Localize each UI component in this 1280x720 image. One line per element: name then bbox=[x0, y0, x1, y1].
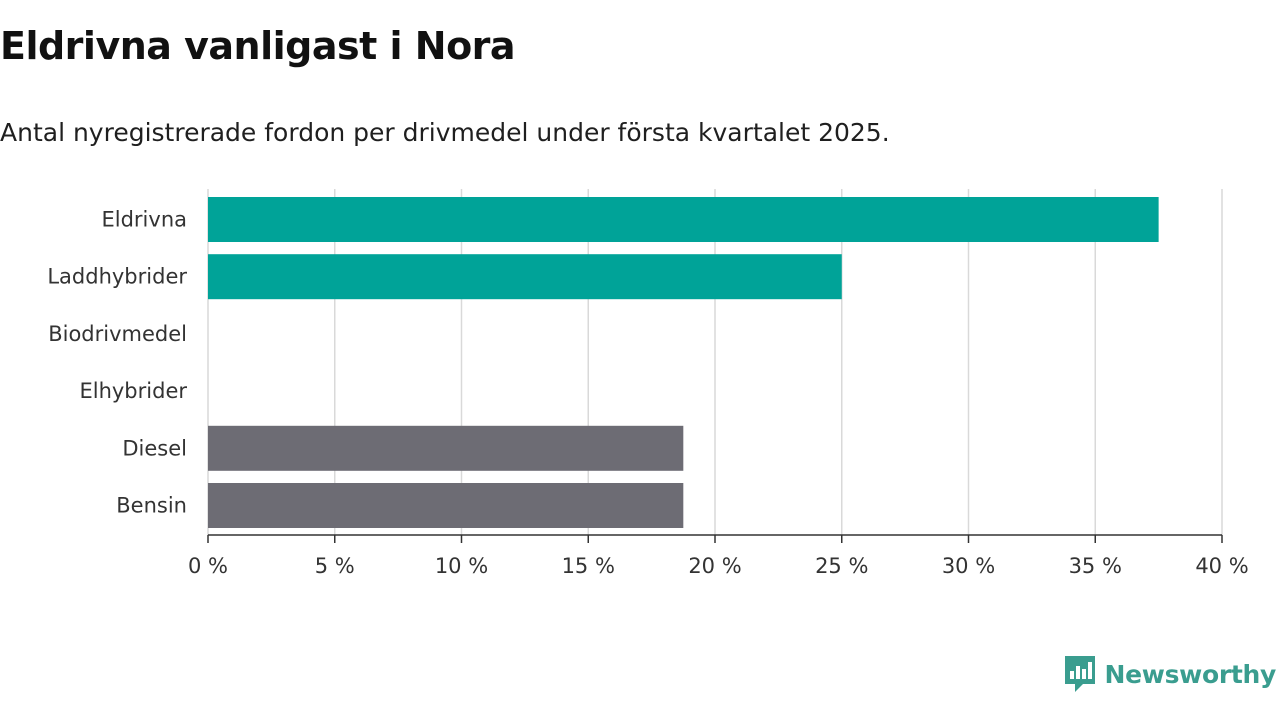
category-label-elhybrider: Elhybrider bbox=[79, 379, 187, 403]
gridlines bbox=[207, 189, 1223, 535]
x-tick-label: 25 % bbox=[815, 554, 868, 578]
category-label-biodrivmedel: Biodrivmedel bbox=[48, 322, 187, 346]
newsworthy-logo: Newsworthy bbox=[1063, 654, 1277, 694]
x-tick-label: 20 % bbox=[688, 554, 741, 578]
x-tick-label: 0 % bbox=[188, 554, 228, 578]
newsworthy-logo-text: Newsworthy bbox=[1104, 659, 1277, 689]
category-label-bensin: Bensin bbox=[116, 494, 187, 518]
bar-diesel bbox=[208, 425, 684, 471]
bars bbox=[208, 197, 1159, 528]
bar-bensin bbox=[208, 483, 684, 528]
category-label-laddhybrider: Laddhybrider bbox=[47, 265, 187, 289]
x-tick-label: 35 % bbox=[1069, 554, 1122, 578]
x-tick-label: 30 % bbox=[942, 554, 995, 578]
chart-subtitle: Antal nyregistrerade fordon per drivmede… bbox=[0, 118, 890, 147]
x-tick-label: 10 % bbox=[435, 554, 488, 578]
x-tick-label: 40 % bbox=[1195, 554, 1248, 578]
bar-laddhybrider bbox=[208, 254, 842, 300]
x-tick-label: 15 % bbox=[562, 554, 615, 578]
category-label-diesel: Diesel bbox=[122, 436, 187, 460]
newsworthy-logo-icon bbox=[1064, 656, 1095, 692]
category-labels: Eldrivna Laddhybrider Biodrivmedel Elhybrid… bbox=[47, 208, 187, 518]
x-axis: 0 % 5 % 10 % 15 % 20 % 25 % 30 % 35 % 40 % bbox=[188, 534, 1249, 578]
category-label-eldrivna: Eldrivna bbox=[101, 208, 187, 232]
x-tick-label: 5 % bbox=[315, 554, 355, 578]
bar-chart: 0 % 5 % 10 % 15 % 20 % 25 % 30 % 35 % 40 % Eldri… bbox=[47, 189, 1249, 578]
bar-eldrivna bbox=[208, 197, 1159, 242]
chart-title: Eldrivna vanligast i Nora bbox=[0, 24, 516, 68]
